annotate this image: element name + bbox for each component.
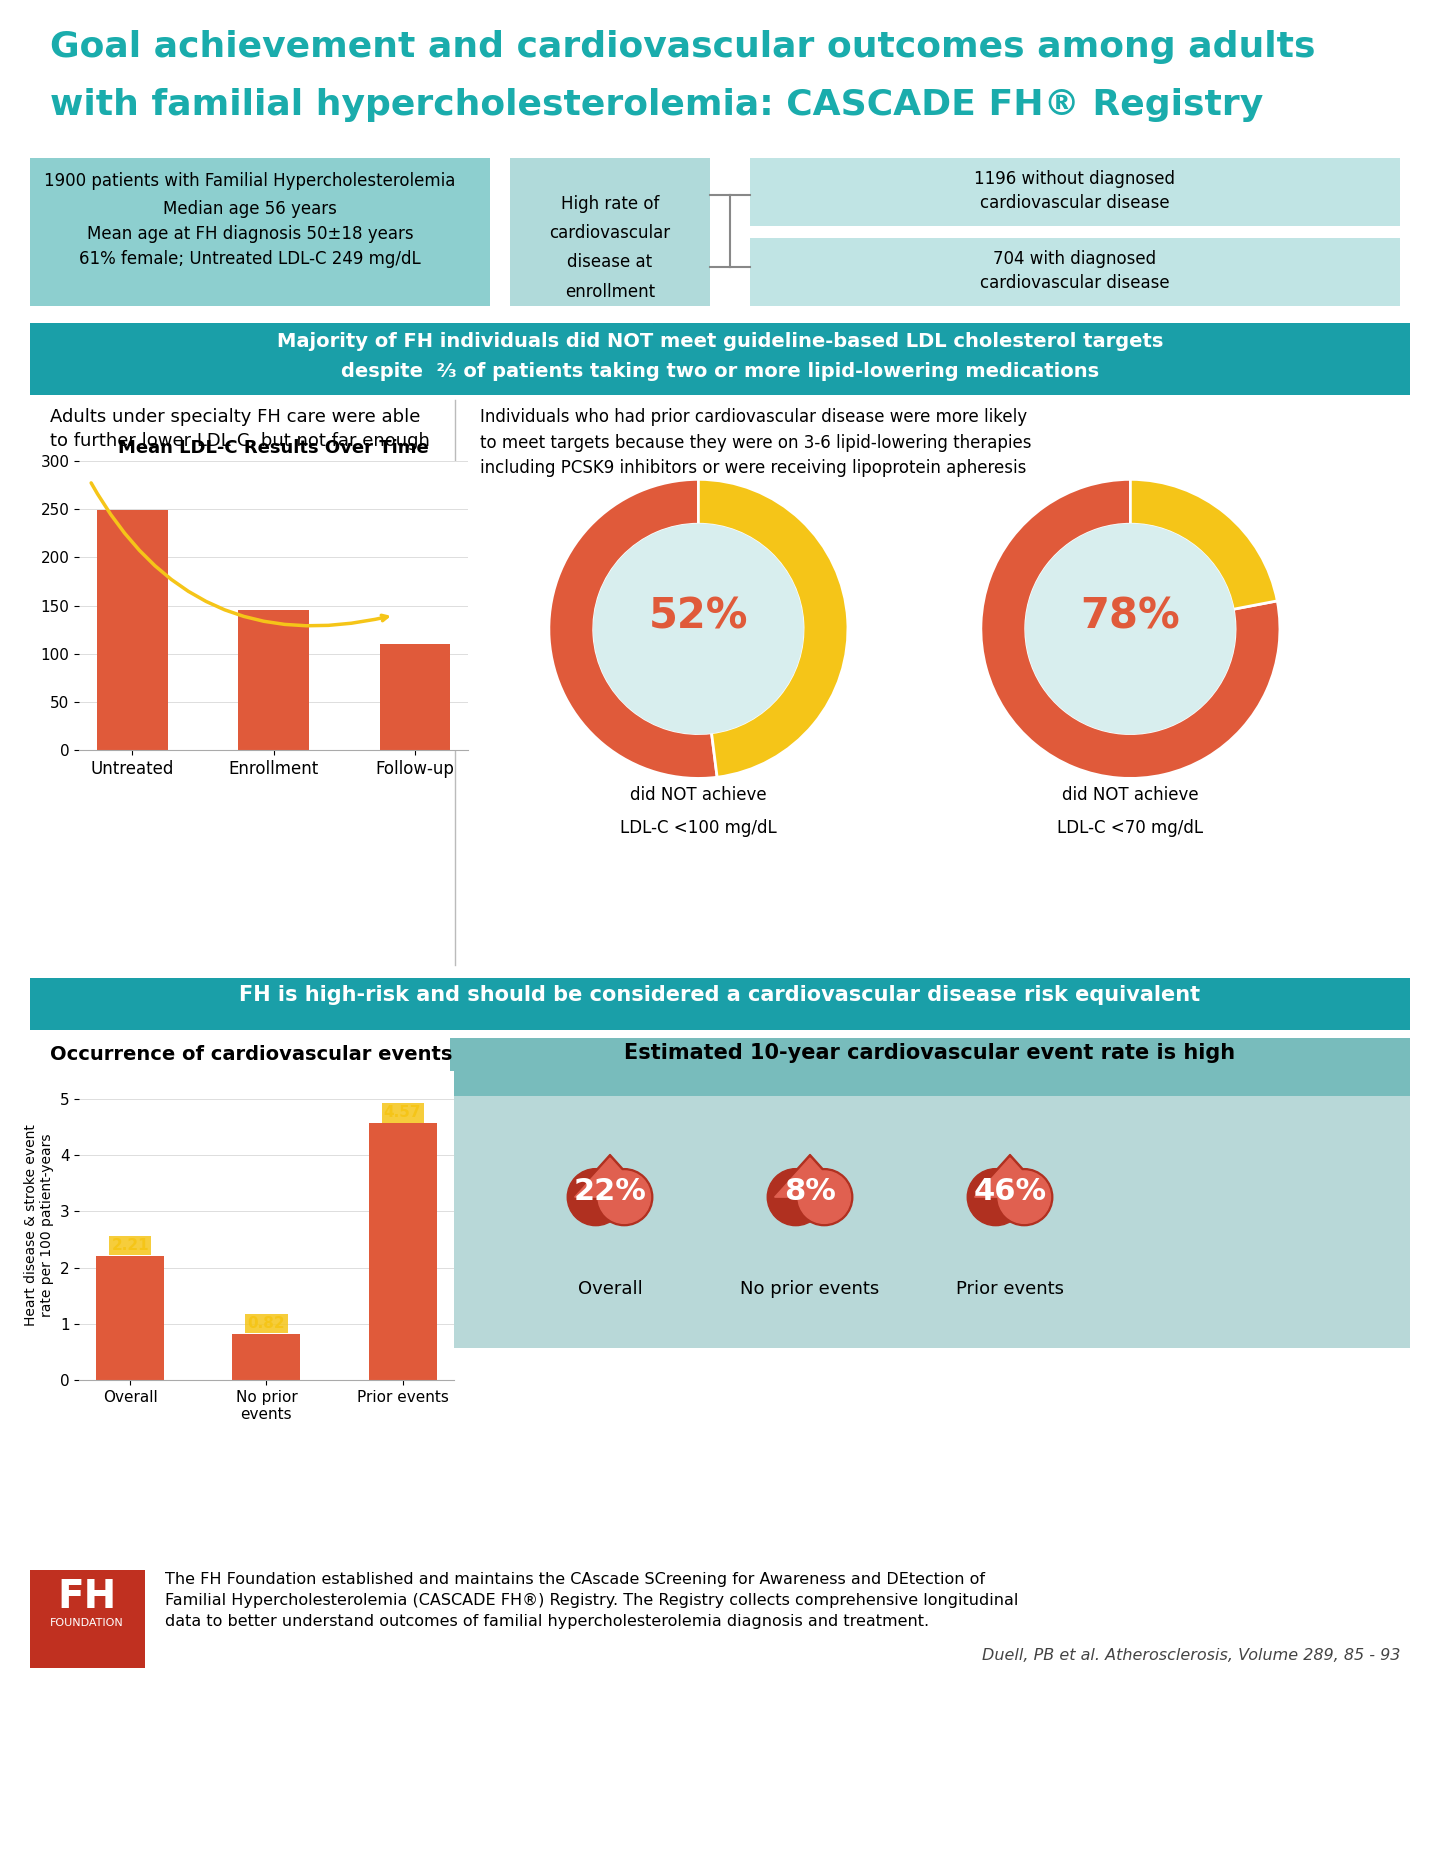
Text: 61% female; Untreated LDL-C 249 mg/dL: 61% female; Untreated LDL-C 249 mg/dL [79, 250, 420, 268]
Text: 78%: 78% [1080, 596, 1181, 637]
Text: Goal achievement and cardiovascular outcomes among adults: Goal achievement and cardiovascular outc… [50, 30, 1316, 63]
Bar [369, 1123, 436, 1380]
Y-axis label: Heart disease & stroke event
rate per 100 patient-years: Heart disease & stroke event rate per 10… [24, 1125, 55, 1326]
Text: did NOT achieve: did NOT achieve [631, 786, 766, 805]
Circle shape [798, 1172, 851, 1224]
Text: FOUNDATION: FOUNDATION [50, 1617, 124, 1628]
Circle shape [968, 1168, 1024, 1226]
Polygon shape [572, 1155, 648, 1198]
Bar [238, 611, 310, 751]
Text: 1900 patients with Familial Hypercholesterolemia: 1900 patients with Familial Hypercholest… [45, 171, 455, 190]
Bar [30, 978, 1410, 1030]
Text: Overall: Overall [577, 1280, 642, 1299]
Bar [30, 322, 1410, 395]
Bar [30, 158, 490, 306]
Text: No prior events: No prior events [740, 1280, 880, 1299]
Bar [449, 1038, 1410, 1349]
Polygon shape [975, 1159, 1045, 1198]
Circle shape [1025, 524, 1236, 734]
Text: FH: FH [58, 1578, 117, 1615]
Bar [380, 645, 451, 751]
Text: 4.57: 4.57 [384, 1105, 422, 1120]
Bar [449, 1038, 1410, 1095]
Text: 2.21: 2.21 [111, 1237, 150, 1254]
Bar [232, 1334, 301, 1380]
Text: Occurrence of cardiovascular events: Occurrence of cardiovascular events [50, 1045, 452, 1064]
Text: LDL-C <100 mg/dL: LDL-C <100 mg/dL [621, 820, 776, 836]
Bar [750, 238, 1400, 306]
Text: High rate of
cardiovascular
disease at
enrollment: High rate of cardiovascular disease at e… [550, 196, 671, 300]
Text: 704 with diagnosed
cardiovascular disease: 704 with diagnosed cardiovascular diseas… [981, 250, 1169, 292]
Text: Individuals who had prior cardiovascular disease were more likely
to meet target: Individuals who had prior cardiovascular… [480, 408, 1031, 477]
Text: Adults under specialty FH care were able: Adults under specialty FH care were able [50, 408, 420, 427]
Polygon shape [972, 1155, 1048, 1198]
Title: Mean LDL-C Results Over Time: Mean LDL-C Results Over Time [118, 440, 429, 456]
Text: 8%: 8% [783, 1177, 837, 1207]
Bar [750, 158, 1400, 225]
Circle shape [995, 1168, 1053, 1226]
Wedge shape [698, 479, 848, 777]
Text: Duell, PB et al. Atherosclerosis, Volume 289, 85 - 93: Duell, PB et al. Atherosclerosis, Volume… [982, 1649, 1400, 1664]
Wedge shape [1130, 479, 1277, 609]
Circle shape [596, 1168, 652, 1226]
Circle shape [567, 1168, 625, 1226]
Bar [510, 158, 710, 306]
Bar [96, 1256, 164, 1380]
Circle shape [998, 1172, 1050, 1224]
Text: 0.82: 0.82 [248, 1315, 285, 1330]
Text: 52%: 52% [648, 596, 749, 637]
Text: Mean age at FH diagnosis 50±18 years: Mean age at FH diagnosis 50±18 years [86, 225, 413, 242]
Text: despite  ²⁄₃ of patients taking two or more lipid-lowering medications: despite ²⁄₃ of patients taking two or mo… [341, 361, 1099, 382]
Text: to further lower LDL-C, but not far enough: to further lower LDL-C, but not far enou… [50, 432, 431, 451]
Text: 1196 without diagnosed
cardiovascular disease: 1196 without diagnosed cardiovascular di… [975, 170, 1175, 212]
Text: The FH Foundation established and maintains the CAscade SCreening for Awareness : The FH Foundation established and mainta… [166, 1572, 1018, 1628]
Polygon shape [775, 1159, 845, 1198]
Text: 46%: 46% [973, 1177, 1047, 1207]
Circle shape [796, 1168, 852, 1226]
Text: Median age 56 years: Median age 56 years [163, 199, 337, 218]
Wedge shape [549, 479, 717, 779]
Text: 22%: 22% [573, 1177, 647, 1207]
Text: Prior events: Prior events [956, 1280, 1064, 1299]
Text: with familial hypercholesterolemia: CASCADE FH® Registry: with familial hypercholesterolemia: CASC… [50, 88, 1263, 121]
Text: LDL-C <70 mg/dL: LDL-C <70 mg/dL [1057, 820, 1204, 836]
Text: did NOT achieve: did NOT achieve [1063, 786, 1198, 805]
Circle shape [598, 1172, 651, 1224]
Polygon shape [772, 1155, 848, 1198]
Text: FH is high-risk and should be considered a cardiovascular disease risk equivalen: FH is high-risk and should be considered… [239, 986, 1201, 1004]
Bar [96, 510, 167, 751]
Wedge shape [981, 479, 1280, 779]
Circle shape [768, 1168, 824, 1226]
Text: Majority of FH individuals did NOT meet guideline-based LDL cholesterol targets: Majority of FH individuals did NOT meet … [276, 332, 1164, 350]
Polygon shape [575, 1159, 645, 1198]
Text: Estimated 10-year cardiovascular event rate is high: Estimated 10-year cardiovascular event r… [625, 1043, 1236, 1064]
Circle shape [593, 524, 804, 734]
Bar [30, 1571, 145, 1667]
